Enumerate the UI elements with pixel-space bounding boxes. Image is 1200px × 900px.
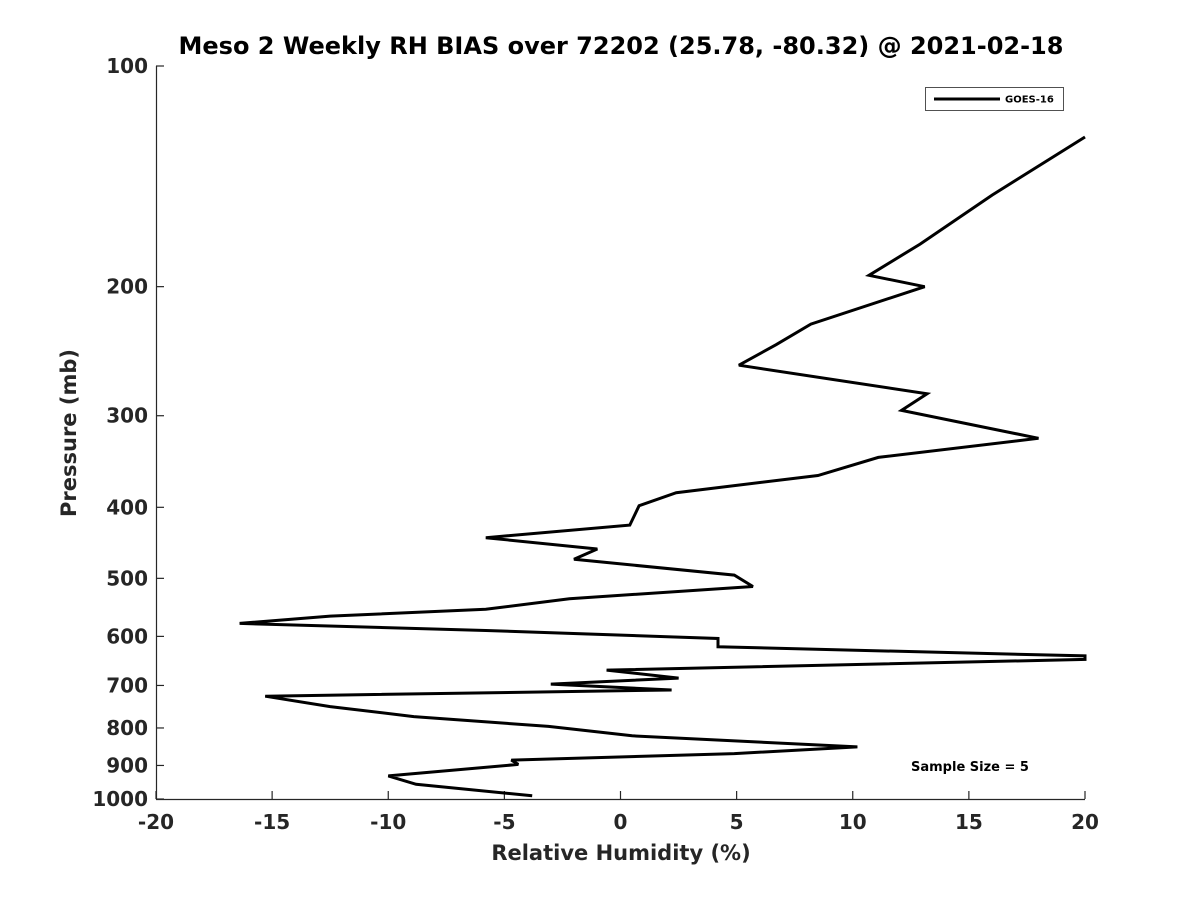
y-tick-label: 1000	[92, 787, 148, 811]
y-tick-label: 800	[106, 716, 148, 740]
x-axis-label: Relative Humidity (%)	[491, 841, 750, 865]
legend: GOES-16	[925, 87, 1064, 111]
chart-title: Meso 2 Weekly RH BIAS over 72202 (25.78,…	[179, 32, 1064, 60]
x-tick-label: 10	[839, 810, 867, 834]
y-tick-label: 100	[106, 54, 148, 78]
x-tick-label: 20	[1071, 810, 1099, 834]
sample-size-annotation: Sample Size = 5	[911, 760, 1029, 775]
y-tick-label: 900	[106, 753, 148, 777]
y-tick-label: 400	[106, 495, 148, 519]
y-tick-label: 200	[106, 275, 148, 299]
x-ticks: -20 -15 -10 -5 0 5 10 15 20	[138, 791, 1099, 834]
x-tick-label: -5	[493, 810, 515, 834]
x-tick-label: 15	[955, 810, 983, 834]
y-tick-label: 500	[106, 566, 148, 590]
legend-label-goes-16: GOES-16	[1005, 95, 1054, 106]
x-tick-label: -10	[370, 810, 406, 834]
x-tick-label: 5	[730, 810, 744, 834]
y-ticks: 100 200 300 400 500 600 700 800 900 1000	[92, 54, 164, 811]
x-tick-label: 0	[614, 810, 628, 834]
x-tick-label: -20	[138, 810, 174, 834]
series-layer	[239, 135, 1087, 798]
x-tick-label: -15	[254, 810, 290, 834]
y-tick-label: 600	[106, 624, 148, 648]
series-line-goes-16	[239, 135, 1087, 798]
y-tick-label: 700	[106, 673, 148, 697]
y-axis-label: Pressure (mb)	[57, 349, 81, 517]
y-tick-label: 300	[106, 404, 148, 428]
